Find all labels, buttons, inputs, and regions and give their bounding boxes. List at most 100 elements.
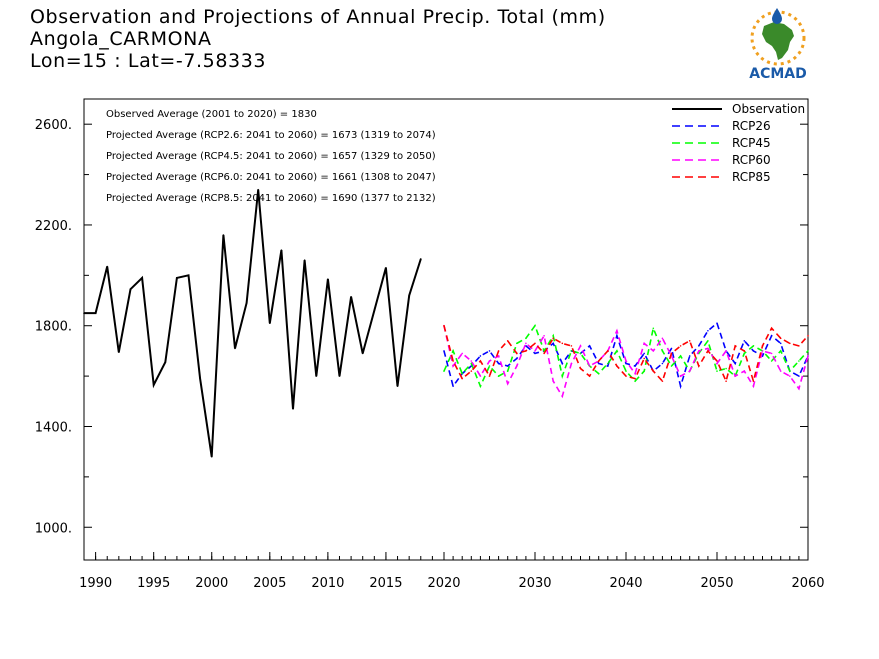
data-point-rcp60 xyxy=(634,372,636,375)
data-point-rcp60 xyxy=(716,362,718,365)
data-point-rcp26 xyxy=(597,362,600,365)
data-point-rcp26 xyxy=(643,352,645,355)
chart-title: Observation and Projections of Annual Pr… xyxy=(30,6,606,28)
data-point-rcp60 xyxy=(461,352,464,355)
data-point-observation xyxy=(315,375,318,377)
data-point-rcp85 xyxy=(452,360,454,362)
data-point-rcp85 xyxy=(461,377,464,380)
data-point-rcp60 xyxy=(497,355,500,357)
data-point-rcp85 xyxy=(625,375,627,377)
data-point-rcp26 xyxy=(534,352,536,355)
data-point-rcp85 xyxy=(789,342,791,345)
data-point-observation xyxy=(280,249,283,251)
legend-label-rcp45: RCP45 xyxy=(732,136,771,150)
data-point-rcp85 xyxy=(470,370,473,372)
data-point-rcp45 xyxy=(597,372,600,375)
data-point-observation xyxy=(141,277,143,279)
y-axis: 1000. 1400. 1800. 2200. 2600. xyxy=(35,118,808,536)
data-point-rcp26 xyxy=(752,350,755,352)
data-point-rcp45 xyxy=(570,350,573,352)
data-point-rcp85 xyxy=(716,360,718,362)
data-point-observation xyxy=(152,384,155,386)
data-point-rcp85 xyxy=(679,345,682,347)
series-line-observation xyxy=(84,189,422,457)
data-point-rcp60 xyxy=(561,395,564,398)
data-point-rcp45 xyxy=(779,350,782,352)
data-point-rcp45 xyxy=(479,385,482,387)
data-point-rcp60 xyxy=(734,375,736,377)
data-point-rcp26 xyxy=(506,365,509,367)
legend-label-rcp85: RCP85 xyxy=(732,170,771,184)
data-point-rcp26 xyxy=(625,362,627,365)
data-point-rcp60 xyxy=(625,360,627,362)
data-point-rcp85 xyxy=(534,342,536,345)
data-point-observation xyxy=(164,361,167,364)
data-point-rcp45 xyxy=(807,350,809,352)
data-point-rcp26 xyxy=(707,329,709,332)
data-point-rcp26 xyxy=(588,345,591,347)
data-point-observation xyxy=(269,322,271,325)
data-point-rcp85 xyxy=(743,350,746,352)
data-point-rcp60 xyxy=(807,355,809,357)
data-point-rcp45 xyxy=(661,350,664,352)
chart-title-block: Observation and Projections of Annual Pr… xyxy=(30,6,606,72)
data-point-rcp45 xyxy=(488,365,491,367)
data-point-rcp85 xyxy=(779,337,782,340)
data-point-rcp85 xyxy=(616,365,618,367)
data-point-observation xyxy=(350,295,352,298)
data-point-rcp45 xyxy=(461,372,464,375)
data-point-observation xyxy=(176,277,178,279)
data-point-observation xyxy=(408,294,410,297)
data-point-rcp45 xyxy=(643,370,645,372)
x-tick-label: 2040 xyxy=(609,576,642,591)
legend: Observation RCP26 RCP45 RCP60 RCP85 xyxy=(672,102,805,184)
series-layer xyxy=(83,188,809,458)
data-point-observation xyxy=(303,259,306,262)
data-point-rcp45 xyxy=(616,350,618,352)
data-point-rcp26 xyxy=(770,334,773,337)
station-name: Angola_CARMONA xyxy=(30,28,212,50)
data-point-rcp60 xyxy=(516,365,518,367)
data-point-observation xyxy=(245,302,248,304)
data-point-rcp85 xyxy=(634,377,636,380)
y-tick-label: 1400. xyxy=(35,420,72,435)
data-point-rcp26 xyxy=(443,350,445,352)
data-point-rcp26 xyxy=(616,334,618,337)
plot-area-frame xyxy=(83,98,809,561)
data-point-observation xyxy=(106,265,109,268)
data-point-rcp60 xyxy=(543,334,545,337)
data-point-rcp85 xyxy=(488,375,491,377)
data-point-rcp45 xyxy=(552,334,554,337)
data-point-rcp85 xyxy=(734,345,736,347)
data-point-observation xyxy=(385,266,387,269)
data-point-rcp85 xyxy=(770,327,773,330)
annotations: Observed Average (2001 to 2020) = 1830 Pr… xyxy=(106,109,436,204)
data-point-rcp45 xyxy=(506,370,509,372)
data-point-rcp26 xyxy=(552,342,554,345)
data-point-rcp85 xyxy=(479,360,482,362)
data-point-rcp85 xyxy=(506,340,509,342)
data-point-observation xyxy=(222,234,225,236)
data-point-observation xyxy=(83,312,85,314)
data-point-observation xyxy=(234,347,236,350)
data-point-observation xyxy=(118,351,120,353)
data-point-rcp60 xyxy=(579,345,582,347)
data-point-rcp26 xyxy=(488,350,491,352)
data-point-rcp45 xyxy=(525,337,527,340)
x-tick-label: 2020 xyxy=(427,576,460,591)
data-point-rcp60 xyxy=(707,347,709,350)
data-point-rcp26 xyxy=(743,340,746,342)
data-point-rcp26 xyxy=(497,362,500,365)
x-tick-label: 1990 xyxy=(79,576,112,591)
data-point-rcp26 xyxy=(698,345,700,347)
data-point-observation xyxy=(210,455,213,458)
acmad-logo: ACMAD xyxy=(749,8,807,82)
data-point-rcp60 xyxy=(679,375,682,377)
data-point-rcp26 xyxy=(679,385,682,387)
data-point-rcp60 xyxy=(779,370,782,372)
data-point-rcp60 xyxy=(789,375,791,377)
data-point-rcp45 xyxy=(752,345,755,347)
data-point-rcp85 xyxy=(643,357,645,360)
annotation-text: Projected Average (RCP4.5: 2041 to 2060)… xyxy=(106,151,436,162)
